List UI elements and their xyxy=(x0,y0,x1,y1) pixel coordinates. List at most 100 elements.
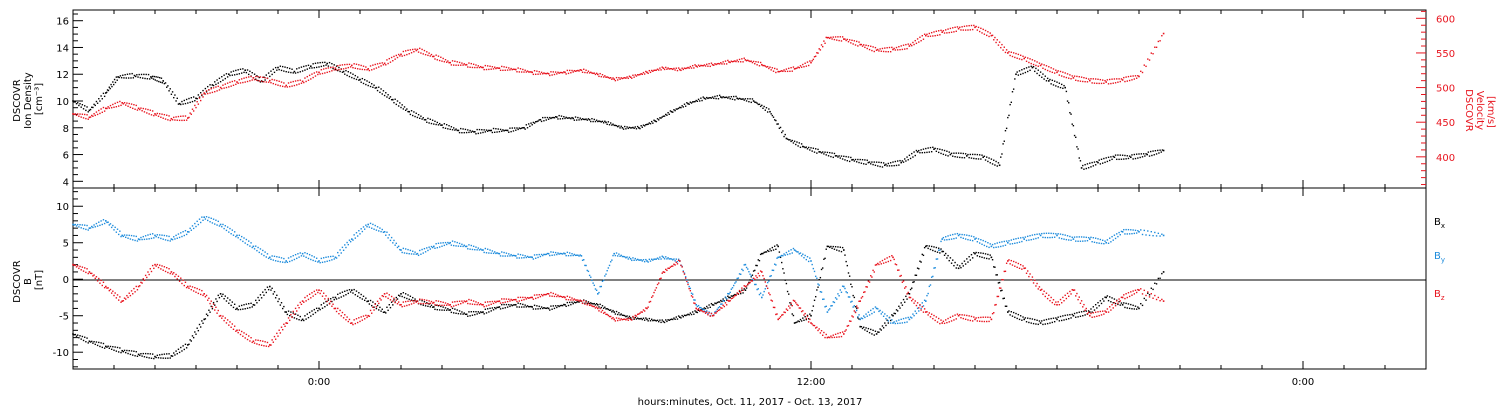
b-by-point xyxy=(954,233,956,235)
ion-density-point xyxy=(430,122,433,125)
velocity-point xyxy=(574,70,577,72)
top-left-axis-label-line2: Ion Density xyxy=(23,72,34,129)
b-by-point xyxy=(727,292,729,295)
b-by-point xyxy=(585,264,587,267)
velocity-point xyxy=(845,39,847,42)
velocity-point xyxy=(469,66,471,68)
ion-density-point xyxy=(989,162,991,164)
b-bx-point xyxy=(946,257,948,259)
ion-density-point xyxy=(506,129,509,132)
ion-density-point xyxy=(976,153,979,156)
b-bx-point xyxy=(783,272,785,274)
velocity-point xyxy=(112,103,114,106)
b-bx-point xyxy=(360,293,362,296)
b-bx-point xyxy=(1035,323,1037,325)
b-bx-point xyxy=(867,327,870,330)
b-bz-point xyxy=(891,254,893,257)
velocity-point xyxy=(344,63,346,66)
b-bx-point xyxy=(959,265,961,267)
b-bz-point xyxy=(728,300,730,302)
b-by-point xyxy=(256,249,258,252)
b-bz-point xyxy=(677,259,680,262)
b-bz-point xyxy=(119,296,121,298)
velocity-point xyxy=(478,66,481,69)
velocity-point xyxy=(672,68,674,71)
b-bz-point xyxy=(1077,298,1079,301)
b-by-point xyxy=(1096,242,1098,244)
b-bz-point xyxy=(900,274,902,277)
b-bz-point xyxy=(117,299,120,301)
velocity-point xyxy=(444,59,447,61)
ion-density-point xyxy=(884,164,886,167)
ion-density-point xyxy=(850,156,852,159)
b-bz-point xyxy=(614,320,617,322)
ion-density-point xyxy=(296,68,298,70)
b-by-point xyxy=(879,309,881,312)
b-by-point xyxy=(239,238,242,241)
ion-density-point xyxy=(226,76,229,78)
b-bz-point xyxy=(865,286,867,288)
velocity-point xyxy=(224,83,226,85)
ion-density-point xyxy=(889,162,892,164)
b-bx-point xyxy=(945,252,947,255)
b-bx-point xyxy=(475,311,477,313)
b-bx-point xyxy=(154,355,156,358)
b-by-point xyxy=(297,253,299,255)
b-bx-point xyxy=(224,295,226,297)
b-by-point xyxy=(427,249,429,252)
velocity-point xyxy=(982,28,984,31)
ion-density-point xyxy=(440,124,442,126)
b-bz-point xyxy=(367,314,369,317)
b-bz-point xyxy=(1046,297,1049,300)
b-bz-point xyxy=(75,266,78,268)
velocity-point xyxy=(661,66,663,68)
b-bx-point xyxy=(1103,300,1105,302)
b-by-point xyxy=(642,259,645,261)
ion-density-point xyxy=(608,124,611,126)
ion-density-point xyxy=(882,162,885,164)
velocity-point xyxy=(162,117,164,119)
b-bx-point xyxy=(1134,305,1137,307)
b-bx-point xyxy=(834,246,837,248)
ion-density-point xyxy=(412,114,414,117)
ion-density-point xyxy=(327,65,330,67)
velocity-point xyxy=(891,46,893,49)
b-by-point xyxy=(477,247,480,249)
b-bz-point xyxy=(201,289,203,292)
b-bx-point xyxy=(725,299,728,301)
b-by-point xyxy=(91,225,93,228)
velocity-point xyxy=(265,81,267,83)
velocity-point xyxy=(134,108,136,110)
b-bz-point xyxy=(233,325,236,327)
b-by-point xyxy=(388,234,390,236)
b-bz-point xyxy=(177,275,180,277)
ion-density-point xyxy=(274,66,277,69)
ion-density-point xyxy=(1096,160,1098,163)
b-by-point xyxy=(456,241,458,244)
b-by-point xyxy=(1038,233,1041,235)
b-bz-point xyxy=(502,301,504,304)
velocity-point xyxy=(355,63,358,65)
b-by-point xyxy=(624,256,626,258)
ion-density-point xyxy=(409,113,412,116)
ion-density-point xyxy=(94,104,96,107)
b-bz-point xyxy=(246,338,249,341)
velocity-point xyxy=(324,72,326,74)
ion-density-point xyxy=(662,115,665,117)
b-bz-point xyxy=(732,296,735,298)
ion-density-point xyxy=(925,147,927,150)
b-bx-point xyxy=(1076,312,1078,314)
b-bz-point xyxy=(1157,296,1160,299)
velocity-point xyxy=(404,50,407,52)
velocity-point xyxy=(707,65,709,67)
ion-density-point xyxy=(1050,83,1052,85)
b-bx-point xyxy=(235,308,237,311)
velocity-point xyxy=(863,44,865,46)
b-by-point xyxy=(133,235,135,237)
velocity-point xyxy=(542,73,544,75)
ion-density-point xyxy=(1072,124,1075,127)
b-by-point xyxy=(471,248,474,251)
b-bz-point xyxy=(248,335,250,337)
b-bz-point xyxy=(884,258,886,260)
b-by-point xyxy=(313,256,316,258)
